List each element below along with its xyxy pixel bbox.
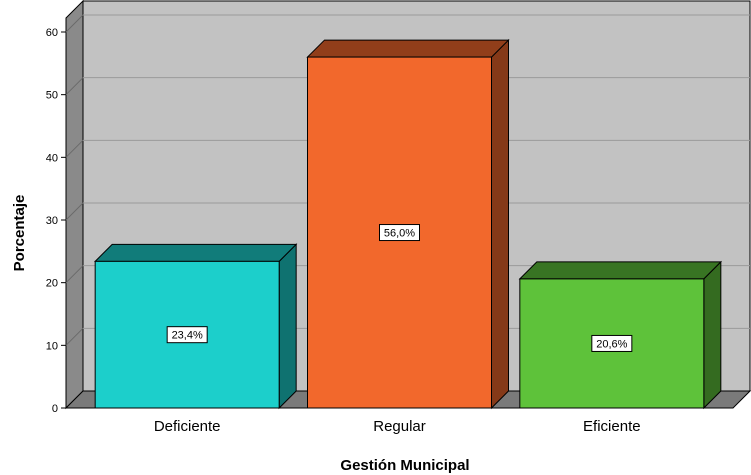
y-tick-label: 60 <box>46 27 58 39</box>
y-tick-label: 20 <box>46 278 58 290</box>
gridline-side <box>65 77 84 96</box>
data-label: 20,6% <box>596 338 627 350</box>
data-label: 56,0% <box>384 228 415 240</box>
bar-deficiente: 23,4% <box>93 243 298 410</box>
bar-top <box>93 243 298 262</box>
gridline-side <box>65 265 84 284</box>
bar-side <box>703 260 722 410</box>
x-category-label: Deficiente <box>154 418 221 435</box>
data-label-box <box>379 224 420 242</box>
y-axis-ticks: 0 10 20 30 40 50 60 <box>46 27 66 415</box>
bar-side <box>278 243 297 410</box>
bars: 23,4% 56,0% 20,6% <box>93 38 723 410</box>
y-tick-label: 30 <box>46 215 58 227</box>
x-category-label: Regular <box>373 418 426 435</box>
side-wall <box>65 0 84 410</box>
x-axis-categories: Deficiente Regular Eficiente <box>154 418 641 435</box>
data-label: 23,4% <box>172 330 203 342</box>
bar-top <box>306 39 510 58</box>
y-tick-label: 0 <box>52 403 58 415</box>
y-tick-label: 10 <box>46 340 58 352</box>
y-tick-label: 50 <box>46 90 58 102</box>
gridline-side <box>65 14 84 33</box>
y-axis-title: Porcentaje <box>11 195 28 272</box>
x-axis-title: Gestión Municipal <box>340 457 469 474</box>
bar-side <box>491 38 509 410</box>
gridline-side <box>65 139 84 158</box>
gridline-side <box>65 202 84 221</box>
bar-eficiente: 20,6% <box>518 260 723 410</box>
data-label-box <box>591 334 633 352</box>
data-label-box <box>166 326 208 344</box>
bar-top <box>518 261 723 280</box>
y-tick-label: 40 <box>46 152 58 164</box>
gridline-side <box>65 327 84 346</box>
bar-regular: 56,0% <box>306 38 510 410</box>
x-category-label: Eficiente <box>583 418 641 435</box>
